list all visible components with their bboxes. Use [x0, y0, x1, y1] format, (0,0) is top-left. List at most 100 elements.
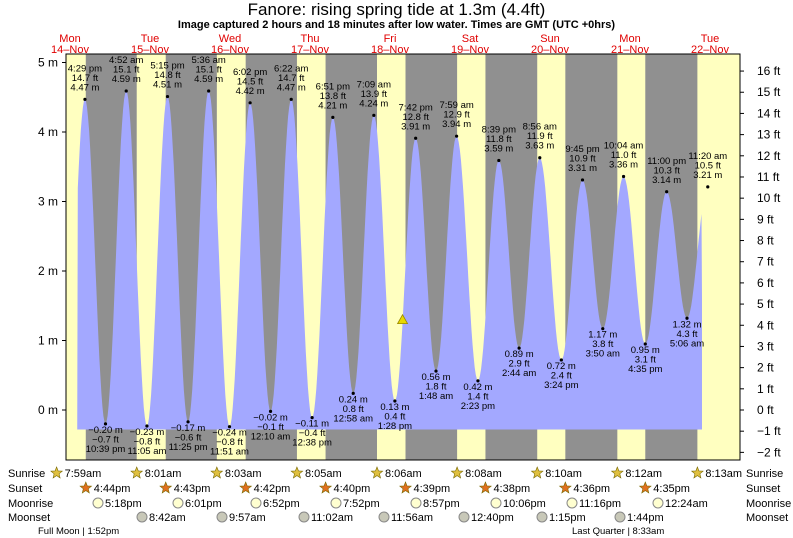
sunrise-icon [370, 466, 384, 479]
y-tick-label-m: 5 m [38, 56, 58, 70]
tide-extreme-point [207, 89, 211, 93]
high-tide-label: 6:02 pm [233, 67, 267, 78]
moonrise-time: 10:06pm [503, 498, 546, 510]
y-tick-label-ft: 11 ft [757, 170, 780, 184]
low-tide-label: 3.1 ft [635, 354, 656, 365]
high-tide-label: 10.3 ft [653, 165, 680, 176]
moonrise-time: 11:16pm [579, 498, 621, 510]
tide-extreme-point [227, 425, 232, 429]
high-tide-label: 8:39 pm [482, 124, 516, 135]
high-tide-label: 14.7 ft [278, 73, 305, 84]
low-tide-label: −0.8 ft [216, 437, 243, 448]
day-date-label: 17–Nov [291, 44, 329, 56]
low-tide-label: 10:39 pm [86, 444, 126, 455]
low-tide-label: 1.32 m [672, 319, 701, 330]
tide-extreme-point [455, 134, 459, 138]
sunset-icon [478, 481, 492, 494]
tide-extreme-point [268, 409, 273, 413]
high-tide-label: 13.8 ft [320, 91, 347, 102]
tide-extreme-point [393, 399, 397, 403]
y-tick-label-ft: −2 ft [757, 445, 781, 459]
sunrise-time: 8:10am [545, 468, 582, 480]
high-tide-label: 4.21 m [318, 100, 347, 111]
sunset-time: 4:36pm [573, 483, 610, 495]
high-tide-label: 10.5 ft [695, 160, 722, 171]
low-tide-label: 11:25 pm [169, 442, 208, 453]
high-tide-label: 5:36 am [192, 55, 226, 66]
tide-extreme-point [414, 136, 418, 140]
high-tide-label: 9:45 pm [565, 144, 599, 155]
low-tide-label: 2.4 ft [551, 370, 572, 381]
moonset-row-label-right: Moonset [746, 512, 788, 524]
sunrise-row-label-left: Sunrise [8, 468, 45, 480]
moon-phase-label: Last Quarter | 8:33am [572, 526, 664, 537]
low-tide-label: 4.3 ft [676, 329, 697, 340]
high-tide-label: 11.8 ft [486, 134, 512, 145]
sunset-icon [319, 481, 333, 494]
daylight-band [697, 54, 740, 460]
high-tide-label: 4.24 m [359, 98, 388, 109]
low-tide-label: 3:24 pm [544, 380, 578, 391]
high-tide-label: 3.91 m [401, 121, 430, 132]
sunset-icon [638, 481, 652, 494]
high-tide-label: 4:52 am [109, 55, 143, 66]
high-tide-label: 7:59 am [439, 100, 473, 111]
moonrise-icon [172, 497, 184, 509]
high-tide-label: 14.5 ft [237, 76, 264, 87]
high-tide-label: 14.8 ft [154, 70, 181, 81]
moonrise-icon [490, 497, 502, 509]
sunrise-icon [210, 466, 224, 479]
high-tide-label: 11:20 am [688, 151, 727, 162]
tide-extreme-point [476, 379, 480, 383]
sunset-row-label-right: Sunset [746, 483, 780, 495]
low-tide-label: 0.13 m [380, 402, 409, 413]
sunset-icon [399, 481, 412, 494]
sunrise-time: 7:59am [65, 468, 102, 480]
tide-extreme-point [497, 158, 501, 163]
moonset-time: 8:42am [149, 512, 186, 524]
y-tick-label-ft: 16 ft [757, 64, 781, 78]
sunrise-time: 8:12am [625, 468, 662, 480]
low-tide-label: −0.02 m [253, 412, 288, 423]
moonrise-time: 12:24am [665, 498, 708, 510]
moon-phase-label: Full Moon | 1:52pm [38, 526, 119, 537]
day-date-label: 15–Nov [131, 44, 169, 56]
day-name-label: Thu [301, 33, 320, 45]
high-tide-label: 11:00 pm [647, 156, 686, 167]
low-tide-label: −0.4 ft [299, 428, 326, 439]
tide-extreme-point [685, 316, 689, 320]
low-tide-label: −0.7 ft [92, 434, 119, 445]
tide-extreme-point [601, 327, 605, 331]
high-tide-label: 5:15 pm [150, 61, 184, 72]
y-tick-label-ft: 7 ft [757, 255, 774, 269]
sunset-time: 4:44pm [94, 483, 131, 495]
day-date-label: 21–Nov [611, 44, 649, 56]
moonrise-icon [92, 497, 104, 509]
low-tide-label: 12:38 pm [292, 438, 332, 449]
moonset-icon [298, 511, 310, 523]
moonset-icon [614, 511, 626, 523]
moonset-time: 11:56am [391, 512, 433, 524]
high-tide-label: 7:42 pm [399, 102, 433, 113]
high-tide-label: 6:22 am [274, 63, 308, 74]
y-tick-label-m: 3 m [38, 195, 58, 209]
y-tick-label-ft: 1 ft [757, 382, 774, 396]
day-name-label: Mon [59, 33, 80, 45]
tide-extreme-point [434, 369, 438, 373]
y-tick-label-m: 4 m [38, 125, 58, 139]
tide-extreme-point [186, 420, 190, 424]
moonrise-icon [330, 497, 342, 509]
low-tide-label: 2.9 ft [509, 359, 530, 370]
low-tide-label: 1.17 m [588, 330, 617, 341]
sunrise-row-label-right: Sunrise [746, 468, 783, 480]
moonset-time: 9:57am [229, 512, 266, 524]
low-tide-label: −0.24 m [212, 428, 247, 439]
low-tide-label: 1.8 ft [425, 382, 446, 393]
high-tide-label: 4.59 m [112, 74, 141, 85]
y-tick-label-ft: 14 ft [757, 106, 781, 120]
sunset-icon [79, 481, 93, 494]
low-tide-label: 2:23 pm [461, 401, 495, 412]
sun-moon-rows: Sunrise Sunrise Sunset Sunset Moonrise Moonri… [8, 466, 791, 537]
